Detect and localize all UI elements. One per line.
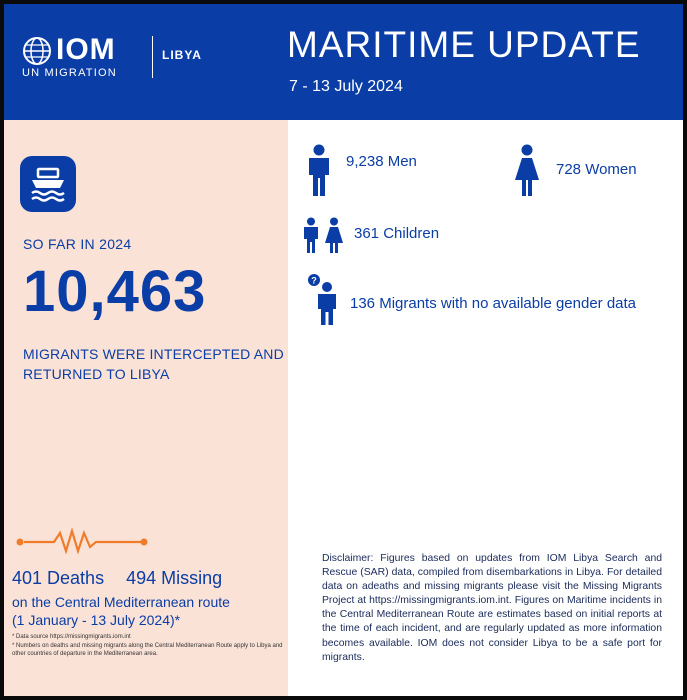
route-info: on the Central Mediterranean route (1 Ja… bbox=[12, 593, 230, 629]
missing-count: 494 Missing bbox=[126, 568, 223, 588]
unknown-gender-count: 136 Migrants with no available gender da… bbox=[350, 294, 637, 312]
women-stat: 728 Women bbox=[512, 144, 637, 196]
man-icon bbox=[304, 144, 334, 196]
route-line: on the Central Mediterranean route bbox=[12, 594, 230, 610]
left-panel: SO FAR IN 2024 10,463 MIGRANTS WERE INTE… bbox=[4, 120, 288, 696]
infographic: IOM UN MIGRATION LIBYA MARITIME UPDATE 7… bbox=[4, 4, 683, 696]
total-intercepted: 10,463 bbox=[23, 259, 207, 324]
children-count: 361 Children bbox=[354, 224, 440, 242]
page-title: MARITIME UPDATE bbox=[287, 24, 641, 65]
so-far-label: SO FAR IN 2024 bbox=[23, 236, 132, 252]
country-label: LIBYA bbox=[162, 48, 202, 62]
women-count: 728 Women bbox=[556, 160, 637, 178]
men-count: 9,238 Men bbox=[346, 152, 417, 170]
iom-logo: IOM bbox=[22, 34, 116, 66]
footnotes: * Data source https://missingmigrants.io… bbox=[12, 633, 286, 659]
boat-icon bbox=[20, 156, 76, 212]
unknown-person-icon: ? bbox=[307, 273, 341, 325]
heartbeat-icon bbox=[16, 527, 148, 555]
footnote-source: * Data source https://missingmigrants.io… bbox=[12, 634, 131, 640]
globe-icon bbox=[23, 37, 51, 65]
logo-text: IOM bbox=[56, 33, 116, 66]
deaths-count: 401 Deaths bbox=[12, 568, 105, 588]
right-panel bbox=[288, 120, 683, 696]
logo-subtitle: UN MIGRATION bbox=[22, 67, 117, 79]
children-icon bbox=[300, 217, 346, 253]
date-range: 7 - 13 July 2024 bbox=[289, 78, 403, 95]
men-stat: 9,238 Men bbox=[304, 144, 417, 196]
woman-icon bbox=[512, 144, 542, 196]
disclaimer-text: Disclaimer: Figures based on updates fro… bbox=[322, 553, 662, 663]
unknown-gender-stat: ? 136 Migrants with no available gender … bbox=[307, 273, 636, 325]
svg-text:?: ? bbox=[311, 276, 317, 286]
logo-divider bbox=[152, 36, 153, 78]
route-period: (1 January - 13 July 2024)* bbox=[12, 612, 181, 628]
header-banner: IOM UN MIGRATION LIBYA MARITIME UPDATE 7… bbox=[4, 4, 683, 120]
deaths-missing: 401 Deaths 494 Missing bbox=[12, 568, 222, 589]
intercepted-description: MIGRANTS WERE INTERCEPTED AND RETURNED T… bbox=[23, 346, 284, 382]
children-stat: 361 Children bbox=[300, 217, 439, 253]
footnote-scope: * Numbers on deaths and missing migrants… bbox=[12, 643, 283, 657]
